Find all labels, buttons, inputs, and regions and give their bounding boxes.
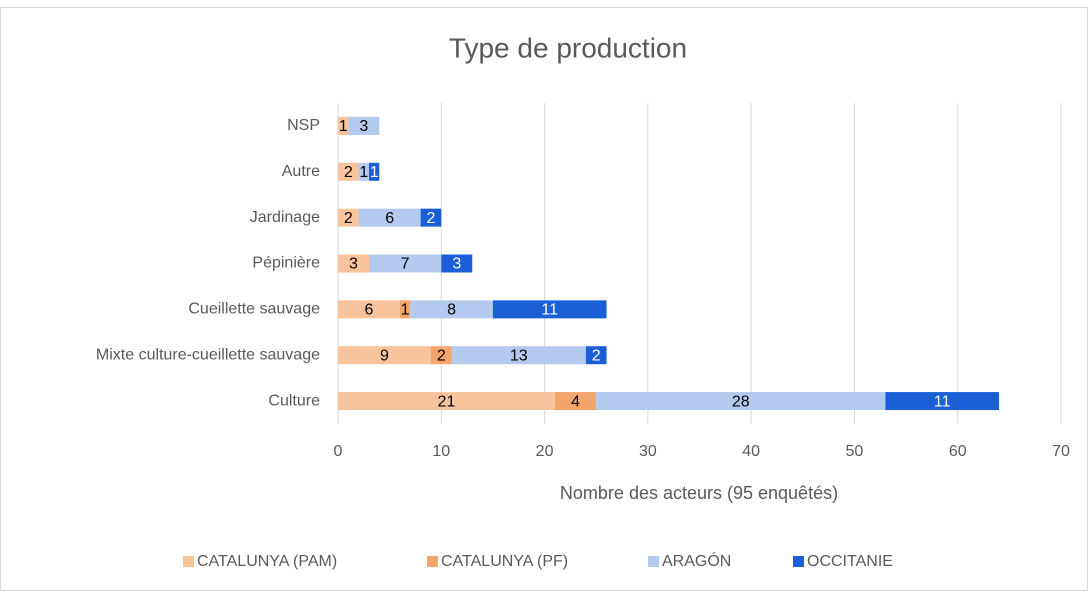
data-label: 21 [438,393,456,410]
data-label: 9 [380,347,389,364]
data-label: 3 [452,256,461,273]
data-label: 13 [510,347,528,364]
bar-segment [399,300,411,319]
bar-segment [338,208,359,227]
x-axis-title: Nombre des acteurs (95 enquêtés) [560,483,838,503]
bar-segment [596,392,886,411]
bar-segment [441,254,473,273]
bar-segment [338,300,400,319]
chart-border [0,7,1088,591]
bar-segment [338,254,369,273]
x-tick-label: 10 [432,443,450,460]
legend-label: OCCITANIE [807,553,893,570]
bar-segment [420,208,442,227]
data-label: 6 [385,210,394,227]
legend-swatch [793,556,804,567]
data-label: 2 [344,164,353,181]
bar-segment [358,162,369,181]
bar-segment [410,300,493,319]
x-tick-label: 50 [846,443,864,460]
x-tick-label: 60 [949,443,967,460]
data-label: 4 [571,393,580,410]
bar-segment [338,346,431,365]
bar-segment [368,162,380,181]
bar-segment [338,392,555,411]
bar-segment [338,116,349,135]
y-tick-label: Jardinage [250,209,320,226]
data-label: 8 [447,302,456,319]
data-label: 1 [401,302,410,319]
bar-segment [358,208,421,227]
bar-segment [585,346,607,365]
y-tick-label: NSP [287,117,320,134]
legend-label: ARAGÓN [662,551,731,570]
data-label: 3 [359,118,368,135]
bar-segment [492,300,607,319]
y-tick-label: Mixte culture-cueillette sauvage [96,346,320,363]
data-label: 2 [592,347,601,364]
data-label: 11 [934,393,951,410]
data-label: 28 [732,393,750,410]
legend-label: CATALUNYA (PF) [441,553,568,570]
x-tick-label: 0 [334,443,343,460]
legend-swatch [427,556,438,567]
data-label: 1 [370,164,379,181]
bar-segment [554,392,597,411]
data-label: 7 [401,256,410,273]
bar-segment [451,346,586,365]
data-label: 1 [359,164,368,181]
bar-segment [885,392,1000,411]
data-label: 11 [541,302,558,319]
bar-segment [338,162,359,181]
data-label: 6 [365,302,374,319]
y-tick-label: Pépinière [252,255,320,272]
legend-swatch [183,556,194,567]
data-label: 2 [437,347,446,364]
legend-swatch [648,556,659,567]
y-tick-label: Culture [268,392,320,409]
x-tick-label: 40 [742,443,760,460]
data-label: 3 [349,256,358,273]
x-tick-label: 20 [536,443,554,460]
bar-segment [348,116,380,135]
legend-label: CATALUNYA (PAM) [197,553,337,570]
bar-segment [430,346,452,365]
x-tick-label: 30 [639,443,657,460]
data-label: 2 [427,210,436,227]
data-label: 1 [339,118,348,135]
bar-segment [368,254,442,273]
y-tick-label: Autre [282,163,320,180]
x-tick-label: 70 [1052,443,1070,460]
chart-title: Type de production [449,32,687,63]
data-label: 2 [344,210,353,227]
y-tick-label: Cueillette sauvage [188,301,320,318]
